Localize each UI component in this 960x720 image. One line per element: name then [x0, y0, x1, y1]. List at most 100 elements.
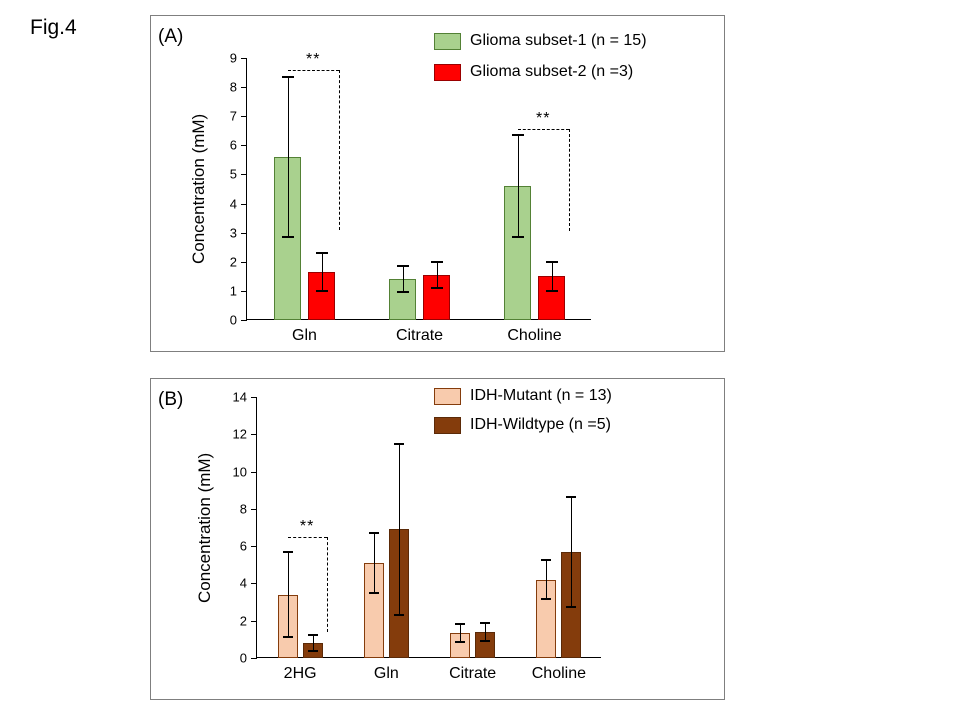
error-bar: [517, 135, 519, 238]
error-bar-cap: [393, 614, 404, 617]
error-bar: [287, 551, 289, 638]
figure-label: Fig.4: [30, 16, 77, 39]
y-axis-tick-label: 0: [239, 650, 247, 666]
y-axis-tick-label: 6: [239, 538, 247, 554]
legend-swatch-glioma-subset-1: [434, 32, 461, 50]
y-axis-tick-label: 10: [232, 464, 247, 480]
y-axis-tick: [251, 658, 257, 659]
error-bar-cap: [480, 640, 491, 643]
error-bar: [460, 623, 462, 643]
y-axis-tick-label: 4: [239, 575, 247, 591]
y-axis-tick-label: 0: [229, 312, 237, 328]
error-bar: [312, 634, 314, 652]
panel-b-y-axis-title: Concentration (mM): [195, 452, 214, 603]
error-bar-cap: [430, 286, 443, 289]
y-axis-tick-label: 6: [229, 137, 237, 153]
y-axis-tick: [251, 508, 257, 510]
panel-b: (B) IDH-Mutant (n = 13) IDH-Wildtype (n …: [150, 378, 725, 700]
error-bar-cap: [315, 252, 328, 255]
error-bar-cap: [511, 134, 524, 137]
significance-bracket-horizontal: [517, 129, 569, 131]
y-axis-tick: [241, 174, 247, 176]
y-axis-tick: [241, 58, 247, 59]
error-bar-cap: [307, 633, 318, 636]
y-axis-tick: [251, 471, 257, 473]
y-axis-tick-label: 1: [229, 283, 237, 299]
panel-a-legend: Glioma subset-1 (n = 15) Glioma subset-2…: [434, 32, 647, 81]
y-axis-tick: [251, 397, 257, 398]
x-axis-category-label: 2HG: [283, 665, 317, 682]
y-axis-tick: [241, 290, 247, 292]
legend-item-glioma-subset-1: Glioma subset-1 (n = 15): [434, 32, 647, 50]
y-axis-tick-label: 2: [229, 254, 237, 270]
error-bar-cap: [455, 641, 466, 644]
error-bar: [321, 253, 323, 291]
error-bar: [485, 622, 487, 642]
y-axis-tick: [241, 261, 247, 263]
error-bar-cap: [545, 260, 558, 263]
y-axis-tick-label: 2: [239, 613, 247, 629]
significance-bracket-vertical: [339, 69, 340, 230]
legend-swatch-glioma-subset-2: [434, 63, 461, 81]
y-axis-tick: [241, 320, 247, 321]
panel-b-plot-area: 0 2 4 6 8 10 12 14 2HG Gln Citrate Choline **: [233, 390, 601, 682]
error-bar-cap: [315, 289, 328, 292]
bar-choline-series-1: [504, 186, 531, 320]
error-bar-cap: [480, 621, 491, 624]
x-axis-category-label: Gln: [292, 327, 317, 344]
error-bar-cap: [541, 559, 552, 562]
legend-item-idh-mutant: IDH-Mutant (n = 13): [434, 387, 612, 405]
error-bar-cap: [455, 622, 466, 625]
panel-a-label: (A): [158, 26, 184, 47]
error-bar: [571, 496, 573, 607]
panel-b-legend: IDH-Mutant (n = 13) IDH-Wildtype (n =5): [434, 387, 612, 434]
error-bar-cap: [396, 291, 409, 294]
significance-bracket-vertical: [569, 129, 570, 232]
error-bar: [398, 443, 400, 616]
error-bar-cap: [541, 598, 552, 601]
significance-bracket-vertical: [326, 536, 328, 632]
panel-a-y-axis-title: Concentration (mM): [189, 113, 208, 265]
y-axis-tick: [241, 116, 247, 118]
error-bar-cap: [368, 532, 379, 535]
error-bar-cap: [307, 650, 318, 653]
panel-a: (A) Glioma subset-1 (n = 15) Glioma subs…: [150, 15, 725, 352]
legend-label-glioma-subset-2: Glioma subset-2 (n =3): [470, 63, 634, 80]
significance-bracket-horizontal: [287, 536, 327, 538]
error-bar-cap: [282, 636, 293, 639]
legend-swatch-idh-mutant: [434, 387, 461, 405]
error-bar: [551, 261, 553, 291]
x-axis-category-label: Citrate: [449, 665, 497, 682]
y-axis-tick: [241, 145, 247, 147]
error-bar: [546, 560, 548, 600]
y-axis-tick-label: 14: [232, 389, 247, 405]
error-bar-cap: [545, 289, 558, 292]
x-axis-category-label: Gln: [373, 665, 399, 682]
error-bar-cap: [430, 260, 443, 263]
error-bar-cap: [566, 605, 577, 608]
panel-a-plot-area: 0 1 2 3 4 5 6 7 8 9 Gln Citrate Choline ** **: [230, 51, 591, 344]
y-axis-tick-label: 3: [229, 225, 237, 241]
error-bar-cap: [393, 442, 404, 445]
y-axis-tick-label: 9: [229, 50, 237, 66]
y-axis-tick: [251, 546, 257, 548]
y-axis-tick: [241, 87, 247, 89]
legend-item-idh-wildtype: IDH-Wildtype (n =5): [434, 416, 612, 434]
y-axis-tick-label: 8: [229, 79, 237, 95]
error-bar-cap: [282, 550, 293, 553]
error-bar-cap: [396, 265, 409, 268]
error-bar-cap: [368, 591, 379, 594]
y-axis-tick: [241, 232, 247, 234]
y-axis-tick-label: 7: [229, 108, 237, 124]
bar-citrate-series-1: [389, 279, 416, 320]
y-axis-tick-label: 12: [232, 426, 247, 442]
error-bar-cap: [566, 495, 577, 498]
y-axis-tick: [251, 434, 257, 436]
significance-label: **: [299, 517, 315, 535]
x-axis-category-label: Citrate: [395, 327, 444, 344]
legend-label-glioma-subset-1: Glioma subset-1 (n = 15): [470, 32, 647, 49]
y-axis-tick-label: 8: [239, 501, 247, 517]
significance-label: **: [306, 50, 321, 68]
y-axis-tick: [251, 583, 257, 585]
